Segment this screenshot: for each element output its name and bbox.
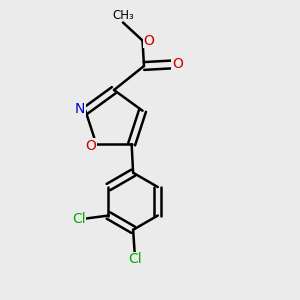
Text: N: N: [75, 102, 85, 116]
Text: O: O: [172, 57, 183, 71]
Text: Cl: Cl: [128, 253, 141, 266]
Text: O: O: [85, 139, 96, 153]
Text: CH₃: CH₃: [112, 8, 134, 22]
Text: O: O: [144, 34, 154, 47]
Text: Cl: Cl: [72, 212, 86, 226]
